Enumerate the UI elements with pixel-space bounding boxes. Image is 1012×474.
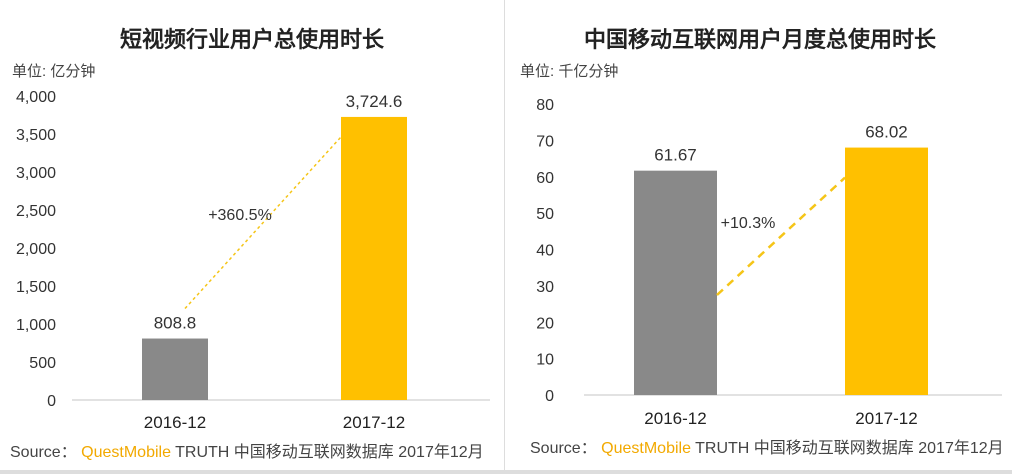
- y-tick-label: 70: [536, 133, 554, 150]
- source-brand: QuestMobile: [81, 444, 171, 461]
- source-rest: TRUTH 中国移动互联网数据库 2017年12月: [695, 440, 1004, 457]
- y-tick-label: 3,500: [16, 127, 56, 144]
- y-tick-label: 3,000: [16, 165, 56, 182]
- chart-panel-short-video: 短视频行业用户总使用时长 单位: 亿分钟 0 500 1,000 1,500 2,000…: [0, 0, 505, 474]
- chart-title: 中国移动互联网用户月度总使用时长: [583, 27, 936, 52]
- data-label: 808.8: [154, 314, 197, 333]
- source-prefix: Source：: [530, 440, 597, 457]
- growth-arrow-line: [184, 136, 342, 310]
- y-tick-label: 4,000: [16, 89, 56, 106]
- bar-2016-12: [634, 170, 717, 395]
- source-note: Source： QuestMobile TRUTH 中国移动互联网数据库 201…: [10, 438, 484, 462]
- source-rest: TRUTH 中国移动互联网数据库 2017年12月: [175, 444, 484, 461]
- source-prefix: Source：: [10, 444, 77, 461]
- y-tick-label: 0: [47, 393, 56, 410]
- x-tick-label: 2017-12: [855, 409, 917, 428]
- bar-2016-12: [142, 338, 208, 400]
- source-brand: QuestMobile: [601, 440, 691, 457]
- y-tick-label: 20: [536, 315, 554, 332]
- y-tick-label: 10: [536, 352, 554, 369]
- chart-title: 短视频行业用户总使用时长: [119, 27, 384, 52]
- data-label: 61.67: [654, 146, 697, 165]
- y-tick-label: 40: [536, 243, 554, 260]
- unit-label: 单位: 亿分钟: [12, 63, 96, 80]
- source-note: Source： QuestMobile TRUTH 中国移动互联网数据库 201…: [530, 434, 1004, 458]
- data-label: 3,724.6: [346, 92, 403, 111]
- y-tick-label: 30: [536, 279, 554, 296]
- growth-label: +10.3%: [721, 215, 776, 232]
- x-tick-label: 2016-12: [144, 413, 206, 432]
- y-tick-label: 2,000: [16, 241, 56, 258]
- chart-svg: 0 500 1,000 1,500 2,000 2,500 3,000 3,500 4,000 8…: [16, 89, 490, 432]
- y-tick-label: 0: [545, 388, 554, 405]
- y-tick-label: 80: [536, 97, 554, 114]
- chart-svg: 0 10 20 30 40 50 60 70 80 61.67 2016-12 68.02 2017-1…: [536, 97, 1002, 428]
- y-tick-label: 500: [29, 355, 56, 372]
- x-tick-label: 2017-12: [343, 413, 405, 432]
- y-tick-label: 50: [536, 206, 554, 223]
- divider: [0, 470, 1012, 474]
- bar-2017-12: [341, 116, 407, 401]
- growth-arrow-line: [716, 176, 846, 296]
- x-tick-label: 2016-12: [644, 409, 706, 428]
- growth-label: +360.5%: [208, 207, 272, 224]
- chart-panel-mobile-internet: 中国移动互联网用户月度总使用时长 单位: 千亿分钟 0 10 20 30 40 50 60 7…: [508, 0, 1012, 474]
- y-tick-label: 60: [536, 170, 554, 187]
- bar-2017-12: [845, 147, 928, 395]
- data-label: 68.02: [865, 123, 908, 142]
- y-tick-label: 2,500: [16, 203, 56, 220]
- y-tick-label: 1,000: [16, 317, 56, 334]
- unit-label: 单位: 千亿分钟: [520, 63, 619, 80]
- y-tick-label: 1,500: [16, 279, 56, 296]
